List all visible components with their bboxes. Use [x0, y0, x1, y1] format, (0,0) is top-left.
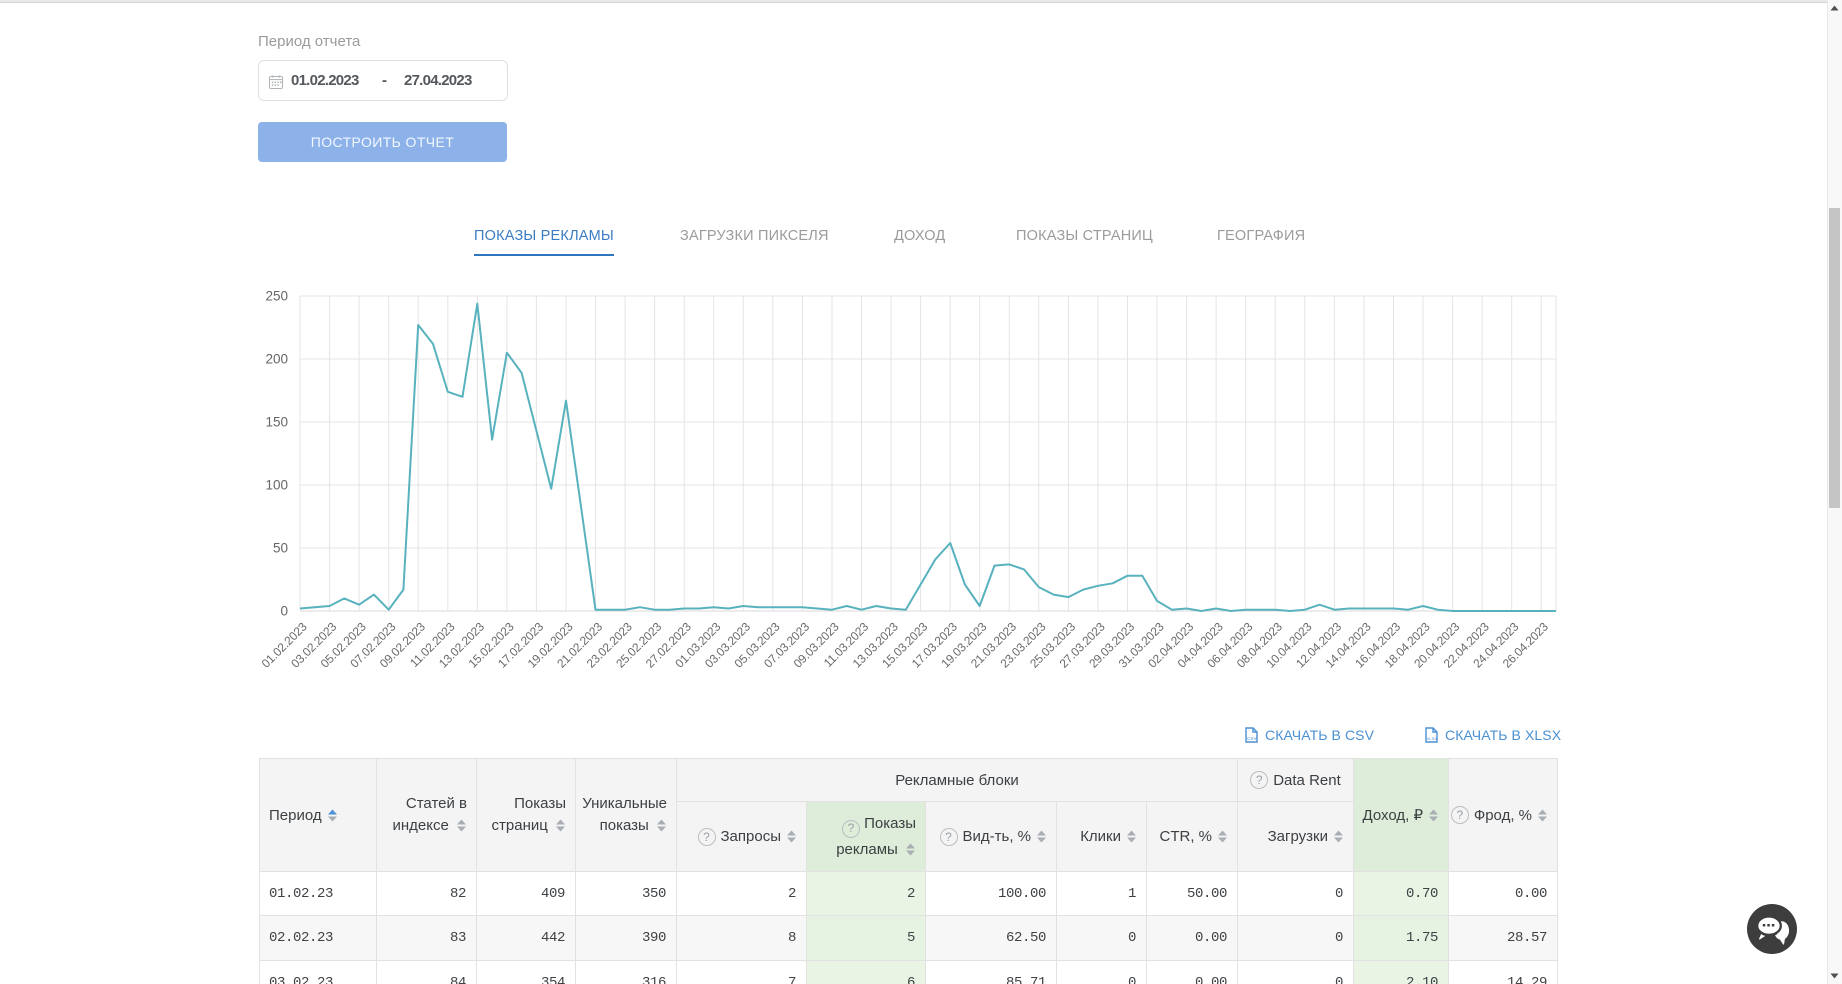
- svg-text:250: 250: [265, 290, 288, 304]
- svg-text:0: 0: [280, 604, 288, 619]
- svg-text:XLSX: XLSX: [1427, 736, 1438, 741]
- svg-text:CSV: CSV: [1247, 736, 1257, 741]
- svg-text:200: 200: [265, 352, 288, 367]
- svg-text:150: 150: [265, 415, 288, 430]
- svg-text:100: 100: [265, 478, 288, 493]
- svg-text:50: 50: [273, 541, 288, 556]
